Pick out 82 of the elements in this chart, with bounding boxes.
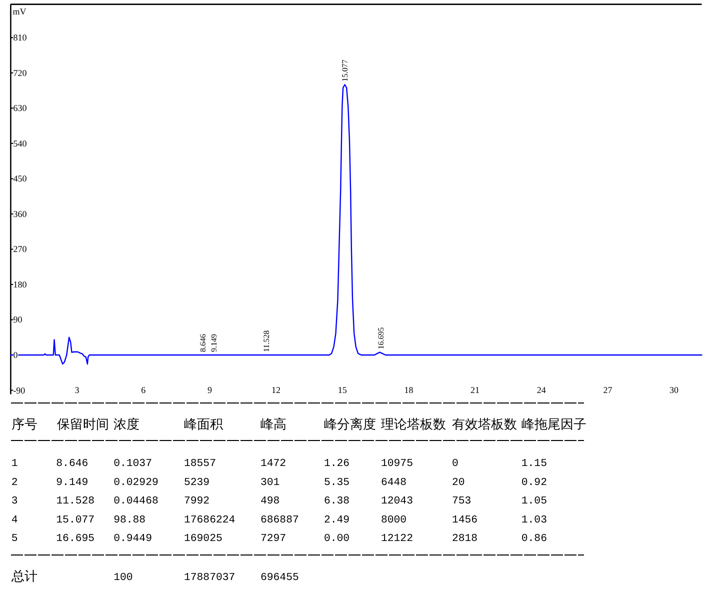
y-axis-title: mV xyxy=(12,6,27,16)
text: 0.00 xyxy=(324,533,350,546)
text: 20 xyxy=(452,476,465,489)
category-label: 总计 xyxy=(11,568,38,584)
annotation: 9.149 xyxy=(210,334,219,352)
text: 序号 xyxy=(11,416,38,432)
text: 301 xyxy=(260,476,280,489)
x-tick-label: 24 xyxy=(536,385,546,396)
y-tick-label: 0 xyxy=(13,350,18,360)
category-label: 峰分离度 xyxy=(324,416,376,432)
x-tick-label: 9 xyxy=(207,385,212,396)
text: 686887 xyxy=(260,514,299,526)
y-tick-label: 270 xyxy=(13,244,28,254)
category-label: 有效塔板数 xyxy=(452,416,517,432)
y-tick-label: 180 xyxy=(13,279,28,290)
y-tick-label: 540 xyxy=(13,138,28,148)
text: 1.03 xyxy=(521,514,547,526)
text: 6.38 xyxy=(324,496,350,508)
text: 10975 xyxy=(381,458,413,470)
x-tick-label: 21 xyxy=(470,385,480,396)
x-tick-label: 6 xyxy=(141,385,146,396)
y-tick-label: 450 xyxy=(13,174,28,184)
y-tick-label: 720 xyxy=(13,68,28,78)
x-tick-label: 12 xyxy=(272,385,281,396)
y-tick-label: 90 xyxy=(13,314,23,325)
category-label: 2 9.149 xyxy=(11,476,88,489)
text: 98.88 xyxy=(114,514,146,526)
annotation: 11.528 xyxy=(262,330,272,352)
text: 0.86 xyxy=(521,533,547,546)
category-label: 4 15.077 xyxy=(11,514,95,526)
category-label: 1 8.646 xyxy=(11,458,88,470)
text: 1.05 xyxy=(521,496,547,508)
category-label: 理论塔板数 xyxy=(381,416,446,432)
y-tick-label: 810 xyxy=(13,32,28,43)
y-tick-label: 360 xyxy=(13,208,28,219)
category-label: 峰面积 xyxy=(184,416,223,432)
y-tick-label: 630 xyxy=(13,103,28,114)
y-tick-label: -90 xyxy=(13,385,26,396)
annotation: 16.695 xyxy=(376,327,386,350)
text: 0.9449 xyxy=(114,533,152,546)
text: 2818 xyxy=(452,533,478,546)
line-series xyxy=(10,84,702,365)
text: 17887037 xyxy=(184,572,236,584)
text: 753 xyxy=(452,496,472,508)
text: 12043 xyxy=(381,496,413,508)
text: 1472 xyxy=(260,458,286,470)
text: 8000 xyxy=(381,514,407,526)
category-label: 保留时间 xyxy=(56,416,109,432)
x-tick-label: 27 xyxy=(603,385,613,396)
text: 11.528 xyxy=(56,496,95,508)
text: 0.1037 xyxy=(114,458,152,470)
category-label: 3 xyxy=(11,496,18,508)
category-label: 5 16.695 xyxy=(11,533,95,546)
text: 0 xyxy=(452,458,458,470)
text: 498 xyxy=(260,496,280,508)
category-label: 峰高 xyxy=(260,416,286,432)
text: 7297 xyxy=(260,533,286,546)
text: 100 xyxy=(114,572,133,584)
annotation: 8.646 xyxy=(198,334,208,352)
annotation: 15.077 xyxy=(340,60,350,82)
category-label: 浓度 xyxy=(114,416,140,432)
x-tick-label: 15 xyxy=(338,385,348,396)
x-tick-label: 30 xyxy=(670,385,680,396)
x-tick-label: 18 xyxy=(404,385,414,396)
category-label: 峰拖尾因子 xyxy=(521,416,586,432)
text: 0.04468 xyxy=(114,496,158,508)
text: 7992 xyxy=(184,496,210,508)
x-tick-label: 3 xyxy=(74,385,80,396)
text: 17686224 xyxy=(184,514,236,526)
text: 1.26 xyxy=(324,458,350,470)
text: 6448 xyxy=(381,476,407,489)
text: 1.15 xyxy=(521,458,547,470)
text: 5239 xyxy=(184,476,210,489)
text: 5.35 xyxy=(324,476,350,489)
text: 2.49 xyxy=(324,514,350,526)
text: 12122 xyxy=(381,533,413,546)
text: 696455 xyxy=(260,572,299,584)
text: 169025 xyxy=(184,533,222,546)
text: 1456 xyxy=(452,514,478,526)
text: 18557 xyxy=(184,458,216,470)
text: 0.02929 xyxy=(114,476,158,489)
text: 0.92 xyxy=(521,476,547,489)
